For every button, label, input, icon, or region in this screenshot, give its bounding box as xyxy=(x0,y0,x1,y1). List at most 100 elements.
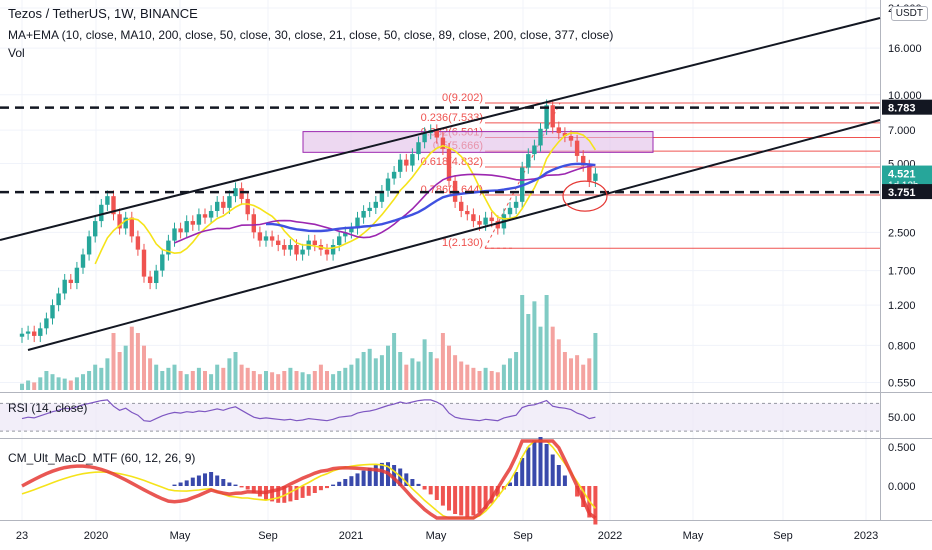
macd-histogram-bar xyxy=(471,486,476,516)
volume-bar xyxy=(166,367,171,390)
trend-channel[interactable] xyxy=(0,17,881,351)
macd-histogram-bar xyxy=(221,479,226,486)
volume-bar xyxy=(306,374,311,390)
volume-bar xyxy=(459,361,464,390)
volume-bar xyxy=(422,339,427,390)
candlesticks xyxy=(19,99,598,343)
time-tick-label: May xyxy=(170,530,191,542)
volume-bar xyxy=(99,367,104,390)
volume-bar xyxy=(87,371,92,390)
volume-bar xyxy=(251,371,256,390)
horizontal-levels[interactable] xyxy=(0,106,880,194)
candle-body xyxy=(288,245,293,250)
volume-bar xyxy=(74,377,79,390)
candle-body xyxy=(129,217,134,237)
volume-bar xyxy=(68,380,73,390)
volume-bar xyxy=(471,367,476,390)
macd-histogram-bar xyxy=(190,477,195,486)
price-badge-label: 4.521 xyxy=(888,169,916,181)
candle-body xyxy=(446,148,452,181)
volume-bar xyxy=(367,348,372,390)
candle-body xyxy=(221,201,226,208)
volume-bar xyxy=(355,358,360,390)
candle-body xyxy=(574,140,580,156)
price-tick-label: 2.500 xyxy=(888,227,916,239)
ma10-line xyxy=(94,132,597,265)
candle-body xyxy=(465,210,470,215)
macd-histogram-bar xyxy=(447,486,451,511)
volume-bar xyxy=(32,382,37,390)
volume-bar xyxy=(148,358,153,390)
macd-line xyxy=(21,439,597,520)
volume-bar xyxy=(50,374,55,390)
rsi-band xyxy=(0,403,880,432)
candle-body xyxy=(300,249,305,255)
volume-bar xyxy=(239,364,244,390)
candle-body xyxy=(62,279,67,294)
candle-body xyxy=(172,228,177,241)
macd-histogram-bar xyxy=(416,483,421,486)
macd-histogram-bar xyxy=(227,482,232,486)
macd-histogram-bar xyxy=(508,482,512,486)
candle-body xyxy=(489,217,494,222)
macd-histogram-bar xyxy=(312,486,317,493)
macd-histogram-bar xyxy=(276,486,281,503)
volume-bar xyxy=(318,364,323,390)
candle-body xyxy=(160,254,165,271)
macd-histogram-bar xyxy=(550,454,555,486)
macd-histogram-bar xyxy=(434,486,439,500)
channel-lower-line xyxy=(27,119,881,351)
volume-bar xyxy=(117,352,122,390)
volume-bar xyxy=(483,367,488,390)
candle-body xyxy=(343,232,348,237)
macd-histogram-bar xyxy=(489,486,494,504)
candle-body xyxy=(141,249,147,277)
candle-body xyxy=(312,240,317,246)
candle-body xyxy=(398,159,403,172)
candle-body xyxy=(550,105,555,128)
price-axis[interactable]: 24.00016.00010.0007.0005.0002.5001.7001.… xyxy=(882,3,932,493)
volume-bar xyxy=(135,333,140,390)
candle-body xyxy=(556,127,561,134)
macd-histogram-bar xyxy=(184,480,189,486)
currency-badge[interactable]: USDT xyxy=(890,6,928,21)
volume-bar xyxy=(514,352,519,390)
symbol-title: Tezos / TetherUS, 1W, BINANCE xyxy=(8,6,198,21)
macd-histogram-bar xyxy=(203,473,207,486)
candle-body xyxy=(434,130,439,138)
volume-bar xyxy=(508,358,512,390)
candle-body xyxy=(178,228,183,233)
macd-histogram-bar xyxy=(440,486,445,506)
supply-zone-box[interactable] xyxy=(302,131,654,153)
macd-histogram-bar xyxy=(300,486,305,498)
time-axis[interactable]: 23 2020 May Sep 2021 May Sep 2022 May Sep 2023 xyxy=(16,530,878,542)
macd-histogram-bar xyxy=(245,486,250,490)
candle-body xyxy=(581,155,586,166)
circle-annotation[interactable] xyxy=(562,180,608,212)
macd-histogram-bar xyxy=(367,467,372,486)
volume-bar xyxy=(593,333,598,390)
macd-histogram-bar xyxy=(355,473,360,486)
macd-histogram-bar xyxy=(556,465,561,486)
candle-body xyxy=(50,305,55,319)
volume-bar xyxy=(520,295,525,390)
candle-body xyxy=(544,105,549,129)
candle-body xyxy=(367,207,372,211)
volume-bar xyxy=(544,295,549,390)
volume-bar xyxy=(398,352,403,390)
volume-bar xyxy=(361,352,366,390)
volume-bar xyxy=(233,352,238,390)
fib-level-label: 0.236(7.533) xyxy=(421,112,483,124)
candle-body xyxy=(25,331,31,334)
volume-bar xyxy=(44,371,49,390)
macd-histogram-bar xyxy=(325,486,329,489)
volume-bar xyxy=(276,374,281,390)
volume-bar xyxy=(495,372,500,390)
volume-bar xyxy=(264,371,268,390)
price-badge-label: 3.751 xyxy=(888,187,916,199)
highlight-ellipse xyxy=(562,180,608,212)
volume-bar xyxy=(93,364,98,390)
time-tick-label: 2021 xyxy=(339,530,363,542)
volume-bar xyxy=(562,352,567,390)
